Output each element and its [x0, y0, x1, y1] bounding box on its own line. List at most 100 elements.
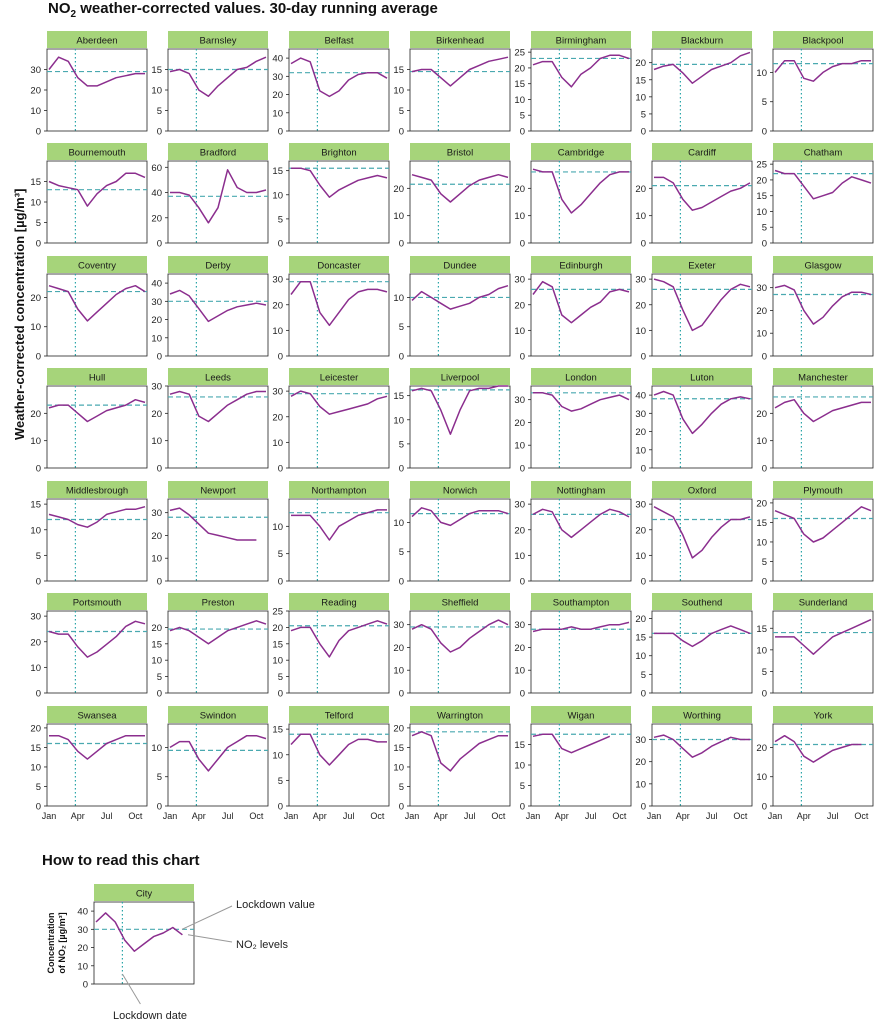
city-norwich-city-label: Norwich: [443, 486, 477, 497]
city-sunderland-ytick-label: 15: [756, 624, 767, 635]
city-derby-plot-frame: [167, 273, 269, 357]
city-southend-panel: Southend 0 5 10 15 20: [635, 593, 753, 700]
city-warrington-ytick-label: 20: [393, 723, 404, 734]
city-blackburn-ytick-label: 20: [635, 58, 646, 69]
city-luton-ytick-label: 40: [635, 391, 646, 402]
city-worthing-ytick-label: 20: [635, 757, 646, 768]
city-middlesbrough-plot-frame: [46, 498, 148, 582]
city-oxford-city-label: Oxford: [688, 486, 717, 497]
city-swansea-plot-frame: [46, 723, 148, 807]
city-leicester-ytick-label: 10: [272, 438, 283, 449]
city-bournemouth-ytick-label: 0: [36, 239, 41, 250]
city-hull-plot-frame: [46, 385, 148, 469]
city-plymouth-ytick-label: 20: [756, 498, 767, 509]
city-oxford-ytick-label: 20: [635, 525, 646, 536]
city-wigan-ytick-label: 5: [520, 781, 525, 792]
city-barnsley-ytick-label: 0: [157, 127, 162, 138]
city-oxford-ytick-label: 30: [635, 500, 646, 511]
city-barnsley-ytick-label: 5: [157, 106, 162, 117]
city-sunderland-no2-series-line: [775, 618, 872, 655]
city-swansea-city-label: Swansea: [77, 711, 117, 722]
city-plymouth-ytick-label: 10: [756, 537, 767, 548]
city-bristol-header: [410, 143, 510, 160]
city-york-no2-series-line: [774, 734, 862, 763]
city-doncaster-ytick-label: 0: [278, 352, 283, 363]
city-preston-ytick-label: 0: [157, 689, 162, 700]
city-derby-ytick-label: 0: [157, 352, 162, 363]
city-exeter-ytick-label: 0: [641, 352, 646, 363]
city-bristol-city-label: Bristol: [447, 148, 473, 159]
city-southend-header: [652, 593, 752, 610]
city-oxford-ytick-label: 0: [641, 577, 646, 588]
city-york-xtick-label: Apr: [797, 811, 811, 821]
city-warrington-xtick-label: Jan: [405, 811, 420, 821]
city-swansea-ytick-label: 0: [36, 802, 41, 813]
city-coventry-city-label: Coventry: [78, 261, 116, 272]
city-birmingham-ytick-label: 15: [514, 79, 525, 90]
city-blackburn-header: [652, 31, 752, 48]
city-nottingham-no2-series-line: [532, 508, 630, 539]
city-belfast-ytick-label: 10: [272, 108, 283, 119]
city-plymouth-ytick-label: 5: [762, 557, 767, 568]
city-london-header: [531, 368, 631, 385]
city-wigan-xtick-label: Jul: [585, 811, 597, 821]
city-exeter-no2-series-line: [653, 278, 751, 332]
city-doncaster-header: [289, 256, 389, 273]
city-coventry-header: [47, 256, 147, 273]
city-worthing-xtick-label: Apr: [676, 811, 690, 821]
city-norwich-panel: Norwich 0 5 10: [393, 481, 511, 588]
city-leeds-ytick-label: 20: [151, 409, 162, 420]
city-chatham-ytick-label: 10: [756, 207, 767, 218]
city-brighton-panel: Brighton 0 5 10 15: [272, 143, 390, 250]
city-birkenhead-city-label: Birkenhead: [436, 36, 484, 47]
city-birmingham-city-label: Birmingham: [556, 36, 607, 47]
city-southend-ytick-label: 0: [641, 689, 646, 700]
city-reading-city-label: Reading: [321, 598, 356, 609]
city-middlesbrough-no2-series-line: [48, 505, 146, 528]
city-dundee-plot-frame: [409, 273, 511, 357]
city-sheffield-panel: Sheffield 0 10 20 30: [393, 593, 511, 700]
city-worthing-city-label: Worthing: [683, 711, 721, 722]
city-york-ytick-label: 20: [756, 743, 767, 754]
city-manchester-header: [773, 368, 873, 385]
city-leicester-plot-frame: [288, 385, 390, 469]
city-swindon-city-label: Swindon: [200, 711, 236, 722]
city-dundee-panel: Dundee 0 5 10: [393, 256, 511, 363]
city-preston-header: [168, 593, 268, 610]
city-barnsley-no2-series-line: [169, 56, 267, 97]
city-exeter-plot-frame: [651, 273, 753, 357]
city-swindon-no2-series-line: [169, 734, 267, 772]
city-swansea-ytick-label: 15: [30, 743, 41, 754]
city-reading-ytick-label: 5: [278, 672, 283, 683]
city-leeds-ytick-label: 30: [151, 382, 162, 393]
city-wigan-ytick-label: 10: [514, 761, 525, 772]
city-birmingham-plot-frame: [530, 48, 632, 132]
city-dundee-header: [410, 256, 510, 273]
city-barnsley-plot-frame: [167, 48, 269, 132]
city-edinburgh-header: [531, 256, 631, 273]
city-warrington-xtick-label: Jul: [464, 811, 476, 821]
city-blackburn-ytick-label: 0: [641, 127, 646, 138]
city-southampton-ytick-label: 30: [514, 620, 525, 631]
city-southend-plot-frame: [651, 610, 753, 694]
city-wigan-xtick-label: Oct: [612, 811, 627, 821]
city-southend-no2-series-line: [654, 625, 751, 648]
city-bristol-ytick-label: 10: [393, 211, 404, 222]
city-warrington-city-label: Warrington: [437, 711, 483, 722]
city-middlesbrough-header: [47, 481, 147, 498]
city-barnsley-ytick-label: 10: [151, 86, 162, 97]
city-newport-ytick-label: 20: [151, 531, 162, 542]
city-edinburgh-plot-frame: [530, 273, 632, 357]
city-worthing-plot-frame: [651, 723, 753, 807]
city-brighton-ytick-label: 5: [278, 214, 283, 225]
city-newport-ytick-label: 0: [157, 577, 162, 588]
city-exeter-panel: Exeter 0 10 20 30: [635, 256, 753, 363]
city-bournemouth-ytick-label: 10: [30, 198, 41, 209]
city-leicester-ytick-label: 0: [278, 464, 283, 475]
city-blackburn-panel: Blackburn 0 5 10 15 20: [635, 31, 753, 138]
city-birkenhead-ytick-label: 0: [399, 127, 404, 138]
city-oxford-plot-frame: [651, 498, 753, 582]
city-london-ytick-label: 10: [514, 441, 525, 452]
city-swansea-ytick-label: 5: [36, 782, 41, 793]
city-sheffield-no2-series-line: [411, 619, 509, 653]
